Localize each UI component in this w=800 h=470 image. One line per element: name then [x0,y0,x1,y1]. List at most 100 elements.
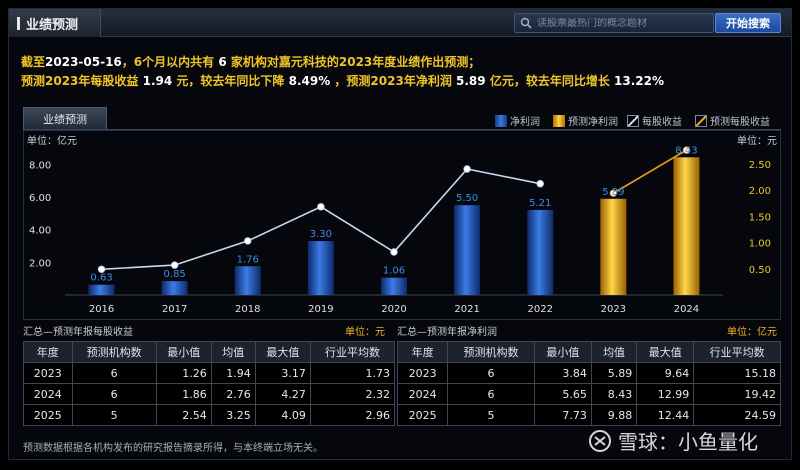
tab-forecast[interactable]: 业绩预测 [23,107,107,129]
table-cell: 8.43 [590,383,638,405]
table-cell: 2024 [23,383,73,405]
summary-text: 元，较去年同比下降 [176,74,285,88]
x-tick-label: 2023 [601,304,626,315]
search-box[interactable] [514,13,714,33]
legend-forecast-net-profit: 预测净利润 [553,113,618,128]
x-tick-label: 2019 [308,304,333,315]
table-cell: 2025 [23,404,73,426]
forecast-chart-svg: 0.63 0.85 1.76 3.30 1.06 5.50 5.21 5.89 8.43 单位：… [23,130,781,320]
y-tick-right: 0.50 [749,265,771,276]
eps-point [536,180,544,188]
table-cell: 2023 [23,362,73,384]
column-header: 行业平均数 [309,341,396,363]
legend-net-profit: 净利润 [495,113,540,128]
summary-text: ，6个月以内共有 [121,55,215,69]
table-cell: 5.65 [533,383,592,405]
legend-swatch-forecast-net-profit [553,114,565,127]
net-profit-data-label: 1.76 [237,254,259,265]
watermark: 雪球：小鱼量化 [588,426,758,455]
table-cell: 2025 [396,404,449,426]
legend-forecast-eps: 预测每股收益 [695,113,770,128]
np-table-unit: 单位：亿元 [727,327,777,338]
table-row: 2025 5 2.54 3.25 4.09 2.96 [23,404,396,426]
x-tick-label: 2016 [89,304,114,315]
search-input[interactable] [537,17,707,29]
net-profit-forecast-table: 年度 预测机构数 最小值 均值 最大值 行业平均数 2023 6 3.84 5.89 9.64 15.… [396,341,781,426]
table-cell: 4.27 [254,383,311,405]
table-cell: 2.54 [155,404,212,426]
forecast-net-profit-data-label: 8.43 [675,145,697,156]
column-header: 最小值 [533,341,592,363]
legend-label: 预测净利润 [568,117,618,128]
column-header: 预测机构数 [447,341,535,363]
legend-swatch-forecast-eps [695,114,707,127]
column-header: 均值 [590,341,638,363]
net-profit-bar [454,205,481,295]
summary-text: ，预测2023年净利润 [334,74,452,88]
table-cell: 1.73 [309,362,396,384]
table-cell: 6 [71,362,157,384]
y-tick-right: 2.00 [749,186,771,197]
eps-point [390,248,398,256]
x-tick-label: 2018 [235,304,260,315]
forecast-panel: 业绩预测 开始搜索 截至2023-05-16，6个月以内共有 6 家机构对嘉元科… [8,8,792,460]
top-bar: 业绩预测 开始搜索 [9,9,791,37]
table-row: 2024 6 5.65 8.43 12.99 19.42 [396,383,781,405]
y-tick-right: 1.50 [749,212,771,223]
column-header: 最大值 [254,341,311,363]
net-profit-data-label: 1.06 [383,266,405,277]
table-cell: 1.86 [155,383,212,405]
table-cell: 6 [447,383,535,405]
table-cell: 15.18 [693,362,781,384]
net-profit-bar [307,241,334,295]
x-tick-label: 2017 [162,304,187,315]
net-profit-data-label: 5.50 [456,193,478,204]
forecast-eps-point [682,146,691,154]
eps-table-header-row: 年度 预测机构数 最小值 均值 最大值 行业平均数 [23,341,396,363]
table-cell: 4.09 [254,404,311,426]
forecast-net-profit-bar [673,157,700,295]
y-tick-left: 6.00 [29,193,51,204]
forecast-net-profit-bar [600,198,627,295]
summary-institution-count: 6 [218,55,227,69]
tab-divider [23,129,781,130]
x-tick-label: 2022 [527,304,552,315]
table-row: 2025 5 7.73 9.88 12.44 24.59 [396,404,781,426]
summary-text: 家机构对嘉元科技的2023年度业绩作出预测； [230,55,481,69]
table-cell: 1.94 [210,362,256,384]
net-profit-bar [234,266,261,295]
forecast-eps-point [609,189,618,197]
table-cell: 2.96 [309,404,396,426]
xueqiu-logo-icon [589,429,611,452]
chart-frame [23,130,781,320]
column-header: 最大值 [636,341,695,363]
legend-eps: 每股收益 [627,113,682,128]
column-header: 行业平均数 [693,341,781,363]
summary-line-1: 截至2023-05-16，6个月以内共有 6 家机构对嘉元科技的2023年度业绩… [21,53,664,72]
eps-forecast-table: 年度 预测机构数 最小值 均值 最大值 行业平均数 2023 6 1.26 1.94 3.17 1.7… [23,341,396,426]
column-header: 年度 [23,341,73,363]
y-tick-left: 2.00 [29,258,51,269]
search-button[interactable]: 开始搜索 [715,13,781,33]
table-cell: 2024 [396,383,449,405]
summary-date: 2023-05-16 [45,55,122,69]
table-cell: 2.76 [210,383,256,405]
x-tick-label: 2021 [454,304,479,315]
table-cell: 24.59 [693,404,781,426]
net-profit-bar [381,277,407,295]
panel-title-tab[interactable]: 业绩预测 [9,9,101,37]
table-cell: 9.64 [636,362,695,384]
y-tick-left: 4.00 [29,226,51,237]
table-cell: 2.32 [309,383,396,405]
eps-point [463,165,471,173]
net-profit-data-label: 0.63 [90,273,112,284]
right-axis-unit: 单位：元 [737,134,777,147]
column-header: 最小值 [155,341,212,363]
table-cell: 5.89 [590,362,638,384]
column-header: 均值 [210,341,256,363]
legend-label: 预测每股收益 [710,117,770,128]
search-icon [515,17,537,29]
table-cell: 7.73 [533,404,592,426]
forecast-eps-line [612,149,687,194]
table-row: 2024 6 1.86 2.76 4.27 2.32 [23,383,396,405]
